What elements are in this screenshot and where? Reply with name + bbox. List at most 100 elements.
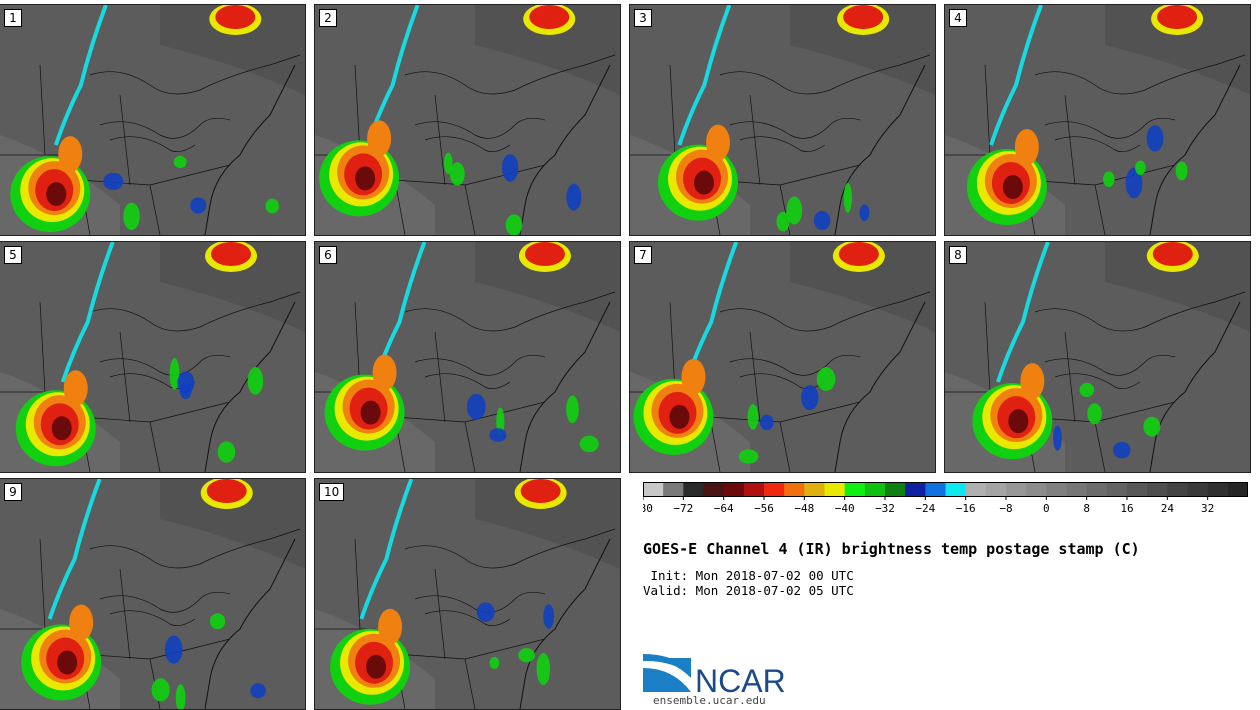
member-number-label: 7 — [634, 246, 652, 264]
convective-cell — [776, 211, 790, 232]
convective-cell — [489, 656, 500, 669]
storm-north — [378, 608, 403, 645]
storm-north — [706, 124, 731, 161]
init-time: Init: Mon 2018-07-02 00 UTC — [643, 568, 854, 583]
storm-core — [57, 650, 78, 675]
lake-outline — [1044, 118, 1176, 139]
convective-cell — [175, 684, 186, 709]
member-number-label: 6 — [319, 246, 337, 264]
convective-cell — [505, 214, 523, 235]
border-line — [719, 291, 931, 332]
colorbar-segment — [804, 482, 825, 496]
ir-satellite-map — [630, 242, 935, 472]
figure-title: GOES-E Channel 4 (IR) brightness temp po… — [643, 540, 1140, 558]
convective-cell — [1125, 167, 1143, 199]
ir-satellite-map — [315, 479, 620, 709]
ocean-shade — [475, 242, 620, 332]
coastline — [834, 301, 926, 472]
convective-cell — [1175, 161, 1188, 181]
ncar-logo[interactable]: NCAR — [643, 652, 803, 710]
ir-satellite-map — [315, 5, 620, 235]
coastline — [519, 64, 611, 235]
coastline — [834, 64, 926, 235]
convective-cell — [738, 449, 759, 464]
ensemble-member-panel: 10 — [314, 478, 621, 710]
convective-cell — [179, 383, 192, 400]
ocean-shade — [1105, 242, 1250, 332]
lake-outline — [729, 355, 861, 376]
convective-cell — [1053, 425, 1062, 451]
colorbar-segment — [1086, 482, 1108, 496]
member-number-label: 9 — [4, 483, 22, 501]
coastline — [1149, 301, 1241, 472]
colorbar-segment — [1147, 482, 1168, 496]
ne-storm-red — [1157, 5, 1198, 29]
lake-outline-2 — [739, 373, 826, 389]
lake-outline-2 — [109, 610, 196, 626]
state-lines — [669, 301, 861, 472]
convective-cell — [169, 358, 180, 390]
colorbar-tick-label: −48 — [794, 502, 814, 515]
colorbar-tick-label: −40 — [835, 502, 855, 515]
colorbar-tick-label: −16 — [956, 502, 976, 515]
storm-core — [694, 170, 715, 195]
storm-core — [51, 416, 72, 441]
lake-outline — [99, 592, 231, 613]
lake-outline-2 — [424, 373, 511, 389]
convective-cell — [151, 678, 170, 702]
convective-cell — [164, 635, 183, 664]
colorbar-segment — [1187, 482, 1209, 496]
storm-north — [63, 370, 88, 407]
convective-cell — [1143, 416, 1161, 437]
ne-storm-red — [524, 242, 565, 266]
colorbar-tick-label: −8 — [999, 502, 1012, 515]
ir-satellite-map — [315, 242, 620, 472]
ocean-shade — [160, 479, 305, 569]
storm-core — [46, 182, 67, 207]
logo-url[interactable]: ensemble.ucar.edu — [653, 694, 766, 707]
colorbar-segment — [643, 482, 664, 496]
lake-outline-2 — [424, 610, 511, 626]
convective-cell — [566, 183, 582, 211]
convective-cell — [859, 204, 870, 222]
coastline — [204, 538, 296, 709]
convective-cell — [466, 393, 486, 420]
lake-outline — [414, 118, 546, 139]
colorbar-segment — [764, 482, 785, 496]
colorbar-segment — [1006, 482, 1027, 496]
convective-cell — [579, 435, 599, 453]
colorbar-segment — [1106, 482, 1128, 496]
ocean-shade — [475, 5, 620, 95]
storm-core — [360, 400, 381, 425]
ncar-logo-text: NCAR — [695, 663, 786, 699]
colorbar-segment — [743, 482, 765, 496]
ensemble-member-panel: 9 — [0, 478, 306, 710]
storm-north — [1020, 363, 1045, 400]
ir-satellite-map — [630, 5, 935, 235]
colorbar-tick-label: −24 — [915, 502, 935, 515]
convective-cell — [489, 428, 507, 442]
colorbar-segment — [683, 482, 704, 496]
storm-core — [1008, 409, 1029, 434]
convective-cell — [1113, 441, 1131, 459]
colorbar-segment — [663, 482, 684, 496]
ir-satellite-map — [945, 5, 1250, 235]
storm-north — [58, 136, 83, 173]
colorbar-segment — [985, 482, 1007, 496]
ensemble-member-panel: 5 — [0, 241, 306, 473]
coastline — [204, 64, 296, 235]
colorbar-tick-label: −64 — [714, 502, 734, 515]
storm-north — [1014, 128, 1039, 165]
storm-north — [69, 604, 94, 641]
convective-cell — [1087, 403, 1102, 425]
colorbar-tick-label: 0 — [1043, 502, 1050, 515]
colorbar-tick-label: 32 — [1201, 502, 1214, 515]
member-number-label: 3 — [634, 9, 652, 27]
colorbar-segment — [824, 482, 846, 496]
lake-outline-2 — [739, 136, 826, 152]
lake-outline — [99, 118, 231, 139]
valid-time: Valid: Mon 2018-07-02 05 UTC — [643, 583, 854, 598]
member-number-label: 1 — [4, 9, 22, 27]
colorbar-segment — [723, 482, 745, 496]
